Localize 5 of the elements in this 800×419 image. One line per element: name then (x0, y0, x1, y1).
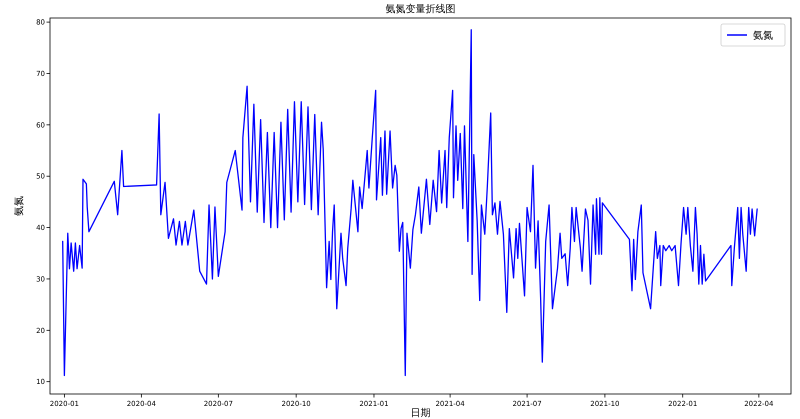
y-axis-title: 氨氮 (14, 196, 25, 216)
chart-title: 氨氮变量折线图 (386, 3, 456, 15)
legend-label: 氨氮 (753, 30, 773, 42)
x-axis-title: 日期 (410, 407, 430, 419)
legend: 氨氮 (720, 24, 786, 46)
